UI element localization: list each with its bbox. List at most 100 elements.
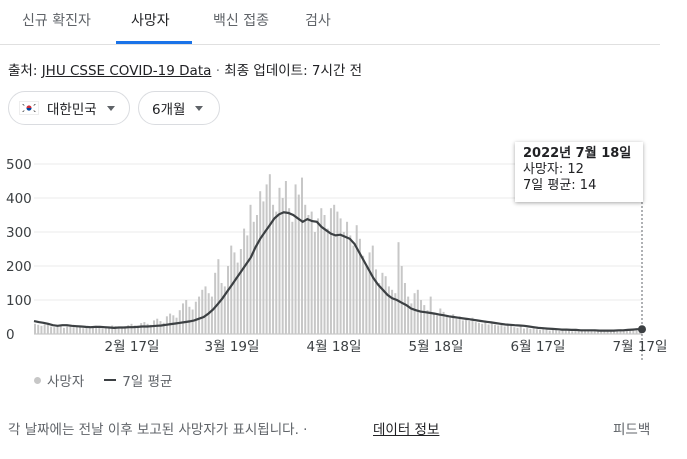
source-link[interactable]: JHU CSSE COVID-19 Data	[41, 63, 212, 79]
death-bar	[526, 327, 529, 334]
death-bar	[445, 317, 448, 334]
death-bar	[387, 286, 390, 334]
death-bar	[555, 329, 558, 334]
death-bar	[239, 249, 242, 334]
death-bar	[140, 323, 143, 334]
death-bar	[217, 259, 220, 334]
death-bar	[162, 322, 165, 334]
death-bar	[632, 329, 635, 334]
active-tab-indicator	[116, 41, 192, 44]
tab-new-cases[interactable]: 신규 확진자	[22, 13, 91, 29]
x-tick-label: 4월 18일	[307, 339, 362, 355]
death-bar	[561, 330, 564, 334]
chart-legend: 사망자 7일 평균	[34, 370, 172, 390]
death-bar	[124, 327, 127, 334]
death-bar	[50, 326, 53, 334]
death-bar	[429, 296, 432, 334]
death-bar	[590, 331, 593, 334]
tab-vaccinations[interactable]: 백신 접종	[213, 13, 269, 29]
death-bar	[336, 211, 339, 334]
death-bar	[59, 325, 62, 334]
death-bar	[374, 269, 377, 334]
death-bar	[143, 322, 146, 334]
tab-bar: 신규 확진자 사망자 백신 접종 검사	[0, 0, 660, 45]
death-bar	[104, 327, 107, 334]
death-bar	[278, 187, 281, 334]
death-bar	[436, 315, 439, 334]
y-tick-label: 0	[6, 327, 15, 343]
death-bar	[288, 208, 291, 334]
death-bar	[37, 324, 40, 334]
source-separator: ·	[215, 63, 220, 79]
death-bar	[88, 327, 91, 334]
death-bar	[326, 228, 329, 334]
death-bar	[198, 296, 201, 334]
death-bar	[362, 255, 365, 334]
death-bar	[98, 327, 101, 334]
death-bar	[510, 325, 513, 334]
death-bar	[246, 235, 249, 334]
y-tick-label: 300	[6, 225, 32, 241]
death-bar	[619, 329, 622, 334]
death-bar	[82, 328, 85, 334]
death-bar	[291, 221, 294, 334]
deaths-chart[interactable]: 500 400 300 200 100 0 2월 17일 3월 19일 4월 18일 5월 18…	[0, 140, 687, 365]
death-bar	[471, 317, 474, 334]
death-bar	[432, 313, 435, 334]
death-bar	[609, 330, 612, 334]
source-line: 출처: JHU CSSE COVID-19 Data · 최종 업데이트: 7시…	[8, 59, 362, 79]
death-bar	[468, 321, 471, 334]
legend-average-label: 7일 평균	[122, 374, 173, 390]
death-bar	[461, 320, 464, 334]
period-select[interactable]: 6개월	[138, 91, 220, 125]
country-select[interactable]: 대한민국	[8, 91, 130, 125]
death-bar	[223, 286, 226, 334]
tab-deaths[interactable]: 사망자	[131, 13, 170, 29]
death-bar	[204, 286, 207, 334]
death-bar	[62, 327, 65, 334]
death-bar	[301, 177, 303, 334]
death-bar	[313, 232, 316, 334]
death-bar	[580, 330, 583, 334]
death-bar	[365, 266, 368, 334]
death-bar	[304, 204, 307, 334]
feedback-link[interactable]: 피드백	[613, 422, 651, 438]
death-bar	[323, 215, 326, 334]
death-bar	[490, 322, 493, 334]
death-bar	[214, 272, 217, 334]
average-legend-line-icon	[104, 379, 117, 381]
death-bar	[423, 305, 426, 334]
death-bar	[153, 320, 156, 334]
x-tick-label: 5월 18일	[409, 339, 464, 355]
death-bar	[587, 330, 590, 334]
death-bar	[381, 272, 384, 334]
tab-tests[interactable]: 검사	[305, 13, 331, 29]
death-bar	[407, 296, 410, 334]
death-bar	[613, 330, 616, 334]
death-bar	[400, 266, 403, 334]
death-bar	[426, 310, 429, 334]
chart-tooltip: 2022년 7월 18일 사망자: 12 7일 평균: 14	[515, 142, 643, 202]
country-label: 대한민국	[47, 102, 97, 118]
death-bar	[66, 326, 69, 334]
y-tick-label: 200	[6, 259, 32, 275]
death-bar	[394, 293, 397, 334]
death-bar	[46, 323, 49, 334]
death-bar	[79, 325, 82, 334]
death-bar	[551, 329, 554, 334]
death-bar	[487, 324, 490, 334]
death-bar	[194, 301, 197, 334]
death-bar	[107, 326, 110, 334]
death-bar	[455, 318, 458, 334]
death-bar	[532, 328, 535, 334]
death-bar	[497, 325, 500, 334]
death-bar	[519, 326, 522, 334]
x-tick-label: 3월 19일	[205, 339, 260, 355]
death-bar	[448, 317, 451, 334]
death-bar	[355, 225, 358, 334]
death-bar	[625, 330, 628, 334]
death-bar	[413, 293, 416, 334]
data-info-link[interactable]: 데이터 정보	[373, 422, 440, 438]
death-bar	[593, 330, 596, 334]
death-bar	[596, 329, 599, 334]
